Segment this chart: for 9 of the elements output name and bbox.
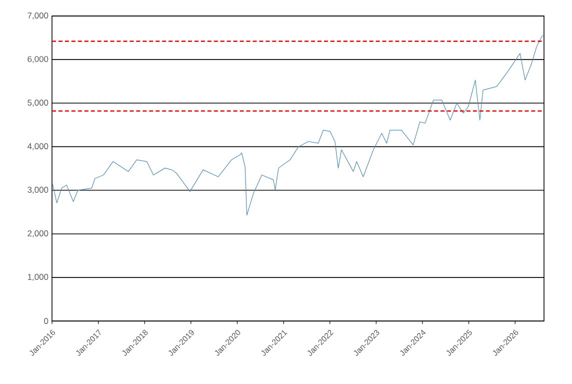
y-tick-label: 7,000: [28, 12, 48, 20]
y-tick-label: 6,000: [28, 56, 48, 64]
y-tick-label: 5,000: [28, 100, 48, 107]
y-tick-label: 3,000: [28, 186, 48, 194]
y-tick-label: 0: [44, 318, 48, 324]
y-tick-label: 1,000: [28, 274, 48, 281]
y-tick-label: 4,000: [27, 143, 48, 150]
line-series: [52, 34, 544, 216]
y-tick-label: 2,000: [28, 230, 48, 238]
